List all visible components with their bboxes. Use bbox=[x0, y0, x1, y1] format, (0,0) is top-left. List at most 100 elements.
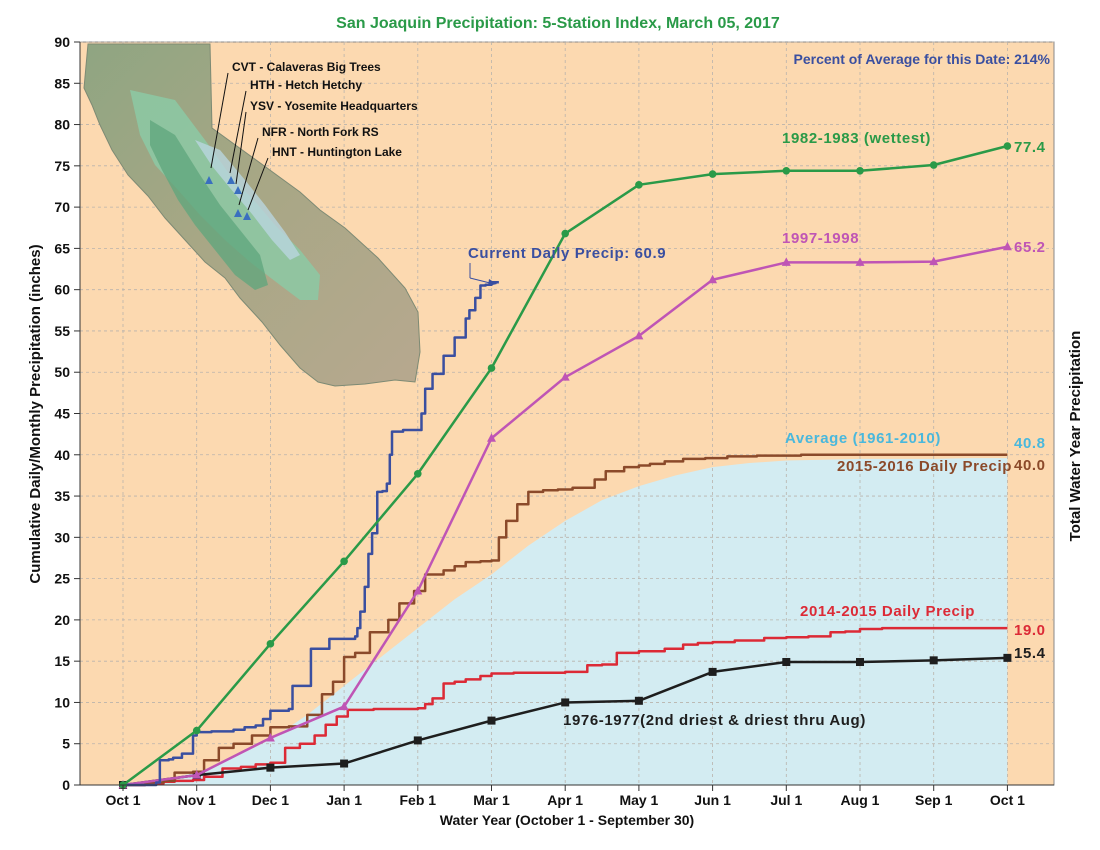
point-wet1997 bbox=[192, 770, 202, 779]
y-tick-label: 75 bbox=[54, 158, 70, 174]
end-value-wy2015: 19.0 bbox=[1014, 622, 1046, 639]
point-wet1997 bbox=[1002, 241, 1012, 251]
end-value-wettest: 77.4 bbox=[1014, 139, 1046, 156]
x-ticks: Oct 1 Nov 1 Dec 1 Jan 1 Feb 1 Mar 1 Apr 1 May 1… bbox=[105, 785, 1025, 808]
sierra-range bbox=[195, 140, 300, 260]
x-tick-label: Oct 1 bbox=[105, 792, 140, 808]
point-wettest bbox=[782, 166, 791, 175]
y-tick-label: 80 bbox=[54, 117, 70, 133]
point-wettest bbox=[266, 640, 275, 648]
y-ticks: 0 5 10 15 20 25 30 35 40 45 50 55 60 65 70 75 80 85 90 bbox=[54, 34, 80, 793]
point-wettest bbox=[929, 161, 938, 169]
x-tick-label: Jun 1 bbox=[694, 792, 731, 808]
y-tick-label: 10 bbox=[54, 694, 70, 710]
point-wettest bbox=[708, 170, 717, 178]
point-wettest bbox=[856, 166, 864, 175]
y-tick-label: 45 bbox=[54, 406, 70, 422]
station-label: HTH - Hetch Hetchy bbox=[250, 78, 362, 92]
series-label-wettest: 1982-1983 (wettest) bbox=[782, 130, 931, 147]
x-tick-label: Oct 1 bbox=[990, 792, 1025, 808]
point-wet1997 bbox=[265, 732, 275, 742]
y-tick-label: 70 bbox=[54, 199, 70, 215]
x-tick-label: May 1 bbox=[619, 792, 658, 808]
point-wet1997 bbox=[339, 701, 349, 711]
station-label: YSV - Yosemite Headquarters bbox=[250, 99, 418, 113]
point-wet1997 bbox=[781, 257, 791, 266]
station-label: HNT - Huntington Lake bbox=[272, 145, 402, 159]
series-label-average: Average (1961-2010) bbox=[785, 430, 941, 447]
point-wet1997 bbox=[855, 257, 865, 266]
point-wet1997 bbox=[929, 256, 939, 266]
end-value-wy2016: 40.0 bbox=[1014, 457, 1046, 474]
station-marker-nfr bbox=[234, 209, 242, 217]
percent-of-average: Percent of Average for this Date: 214% bbox=[794, 51, 1051, 67]
end-value-average: 40.8 bbox=[1014, 435, 1046, 452]
point-driest bbox=[266, 763, 275, 772]
series-line-wy2015 bbox=[123, 626, 1008, 787]
y-tick-label: 85 bbox=[54, 75, 70, 91]
y-tick-label: 55 bbox=[54, 323, 70, 339]
point-wet1997 bbox=[708, 274, 718, 284]
y-axis-label-right: Total Water Year Precipitation bbox=[1067, 331, 1084, 542]
point-wettest bbox=[1003, 142, 1012, 150]
x-tick-label: Dec 1 bbox=[252, 792, 290, 808]
point-driest bbox=[856, 657, 864, 666]
y-tick-label: 20 bbox=[54, 612, 70, 628]
station-leader bbox=[210, 72, 229, 169]
point-driest bbox=[929, 656, 938, 665]
point-wet1997 bbox=[634, 330, 644, 340]
series-label-wet1997: 1997-1998 bbox=[782, 230, 859, 247]
y-tick-label: 40 bbox=[54, 447, 70, 463]
series-label-current: Current Daily Precip: 60.9 bbox=[468, 245, 666, 262]
series-layer bbox=[118, 142, 1012, 789]
point-wettest bbox=[192, 726, 201, 735]
point-driest bbox=[561, 698, 570, 707]
point-wettest bbox=[635, 181, 643, 189]
point-driest bbox=[634, 696, 643, 705]
y-tick-label: 0 bbox=[62, 777, 70, 793]
point-wettest bbox=[487, 364, 496, 372]
x-axis-label: Water Year (October 1 - September 30) bbox=[440, 812, 694, 828]
station-marker-hnt bbox=[243, 212, 251, 220]
point-wettest bbox=[414, 469, 422, 478]
point-wet1997 bbox=[487, 433, 496, 442]
series-label-driest: 1976-1977(2nd driest & driest thru Aug) bbox=[563, 712, 866, 729]
y-tick-label: 30 bbox=[54, 529, 70, 545]
series-label-wy2015: 2014-2015 Daily Precip bbox=[800, 603, 975, 620]
point-wet1997 bbox=[560, 372, 570, 381]
station-marker-cvt bbox=[205, 176, 213, 184]
station-leader bbox=[238, 137, 259, 206]
series-line-wy2016 bbox=[123, 453, 1008, 787]
y-tick-label: 15 bbox=[54, 653, 70, 669]
point-driest bbox=[413, 736, 422, 745]
central-valley bbox=[150, 120, 268, 290]
x-tick-label: Jul 1 bbox=[770, 792, 802, 808]
end-value-driest: 15.4 bbox=[1014, 645, 1046, 662]
x-tick-label: Sep 1 bbox=[915, 792, 953, 808]
x-tick-label: Nov 1 bbox=[178, 792, 216, 808]
point-wettest bbox=[340, 557, 348, 566]
x-tick-label: Apr 1 bbox=[547, 792, 583, 808]
point-wet1997 bbox=[413, 585, 423, 595]
y-tick-label: 50 bbox=[54, 364, 70, 380]
station-label: CVT - Calaveras Big Trees bbox=[232, 60, 381, 74]
y-tick-label: 90 bbox=[54, 34, 70, 50]
station-leader bbox=[235, 111, 247, 185]
station-marker-hth bbox=[227, 176, 235, 184]
point-driest bbox=[1003, 653, 1012, 662]
station-label: NFR - North Fork RS bbox=[262, 125, 379, 139]
series-label-wy2016: 2015-2016 Daily Precip bbox=[837, 458, 1012, 475]
x-tick-label: Mar 1 bbox=[473, 792, 510, 808]
station-leader bbox=[247, 157, 269, 211]
y-tick-label: 35 bbox=[54, 488, 70, 504]
current-arrowhead bbox=[488, 279, 497, 286]
y-tick-label: 60 bbox=[54, 282, 70, 298]
y-tick-label: 65 bbox=[54, 240, 70, 256]
point-driest bbox=[782, 657, 791, 666]
y-axis-label: Cumulative Daily/Monthly Precipitation (… bbox=[27, 244, 44, 583]
point-wettest bbox=[561, 229, 569, 238]
point-driest bbox=[708, 667, 717, 676]
x-tick-label: Aug 1 bbox=[841, 792, 880, 808]
chart-title: San Joaquin Precipitation: 5-Station Ind… bbox=[336, 15, 780, 32]
